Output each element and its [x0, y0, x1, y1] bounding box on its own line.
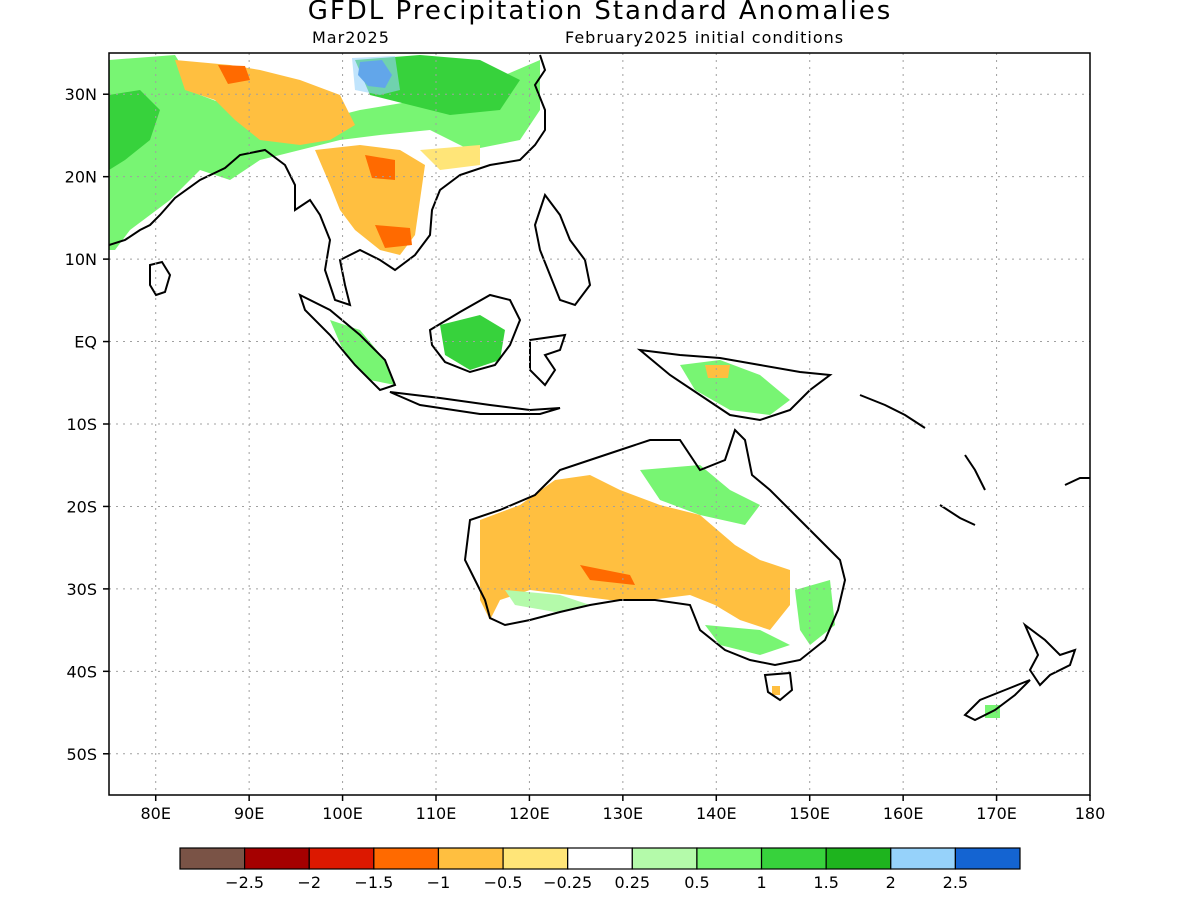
colorbar-swatch-7 — [631, 847, 698, 870]
lat-label--20: 20S — [66, 497, 97, 516]
colorbar-label-1: −2 — [297, 873, 321, 892]
colorbar-swatch-2 — [308, 847, 375, 870]
anomaly-australia-east-green — [795, 580, 835, 645]
coast-nz-north — [1022, 621, 1077, 687]
coast-newcaledonia — [939, 504, 976, 526]
anomaly-cambodia-orange — [375, 225, 412, 248]
colorbar-label-2: −1.5 — [354, 873, 393, 892]
colorbar-label-3: −1 — [427, 873, 451, 892]
lon-label-100: 100E — [322, 804, 363, 823]
lon-label-160: 160E — [883, 804, 924, 823]
lon-label-180: 180 — [1075, 804, 1106, 823]
anomaly-australia-orange — [580, 565, 635, 585]
coast-java — [389, 391, 561, 415]
coast-australia — [463, 428, 847, 667]
lat-label--50: 50S — [66, 745, 97, 764]
initial-conditions: February2025 initial conditions — [565, 28, 845, 47]
coast-sumatra — [298, 293, 397, 392]
anomaly-tasmania-dry — [772, 686, 780, 695]
colorbar-swatch-3 — [373, 847, 440, 870]
colorbar-label-7: 0.5 — [684, 873, 709, 892]
lon-label-120: 120E — [509, 804, 550, 823]
anomaly-australia-sw-green — [505, 590, 590, 612]
colorbar-label-11: 2.5 — [943, 873, 968, 892]
colorbar-swatch-5 — [502, 847, 569, 870]
colorbar: −2.5 −2 −1.5 −1 −0.5 −0.25 0.25 0.5 1 1.5 2 2.5 — [179, 847, 1021, 892]
coast-nz-south — [963, 679, 1031, 722]
anomaly-indochina-orange — [365, 155, 395, 180]
coast-asia — [109, 54, 547, 307]
colorbar-swatch-10 — [825, 847, 892, 870]
anomaly-himalaya-dry — [175, 60, 355, 145]
anomaly-himalaya-orange — [218, 65, 250, 84]
coast-tasmania — [763, 671, 794, 702]
lon-label-130: 130E — [603, 804, 644, 823]
colorbar-swatch-6 — [567, 847, 633, 870]
anomaly-blue-light — [352, 56, 400, 95]
lat-label-10: 10N — [65, 250, 97, 269]
coast-sulawesi — [529, 333, 567, 387]
lon-label-150: 150E — [789, 804, 830, 823]
coast-vanuatu — [964, 454, 986, 491]
colorbar-swatch-4 — [437, 847, 504, 870]
colorbar-swatch-11 — [890, 847, 956, 870]
coast-borneo — [428, 293, 522, 374]
lon-label-140: 140E — [696, 804, 737, 823]
coast-solomon — [859, 394, 926, 429]
anomaly-india-darkgreen — [109, 90, 160, 170]
coast-philippines — [533, 192, 592, 307]
colorbar-label-6: 0.25 — [614, 873, 650, 892]
colorbar-swatch-12 — [954, 847, 1021, 870]
anomaly-newguinea-dry — [705, 365, 730, 378]
lat-label-20: 20N — [65, 168, 97, 187]
colorbar-label-4: −0.5 — [484, 873, 523, 892]
coast-fiji — [1064, 477, 1090, 486]
colorbar-label-8: 1 — [756, 873, 766, 892]
map-title: GFDL Precipitation Standard Anomalies — [307, 0, 893, 26]
anomaly-australia-north-green — [640, 465, 760, 525]
forecast-month: Mar2025 — [312, 28, 390, 47]
colorbar-label-5: −0.25 — [543, 873, 592, 892]
anomaly-sumatra-green — [330, 320, 395, 385]
coastlines — [109, 54, 1090, 722]
lon-label-80: 80E — [140, 804, 170, 823]
lat-label--30: 30S — [66, 580, 97, 599]
anomaly-borneo-green — [440, 315, 505, 370]
colorbar-label-0: −2.5 — [225, 873, 264, 892]
lat-label--40: 40S — [66, 662, 97, 681]
lon-label-90: 90E — [234, 804, 264, 823]
coast-srilanka — [149, 260, 172, 297]
lat-label-30: 30N — [65, 85, 97, 104]
colorbar-swatch-0 — [179, 847, 246, 870]
lon-label-170: 170E — [976, 804, 1017, 823]
lon-label-110: 110E — [416, 804, 457, 823]
colorbar-label-10: 2 — [886, 873, 896, 892]
map-axes: 80E 90E 100E 110E 120E 130E 140E 150E 160E 170E 18… — [65, 85, 1106, 823]
colorbar-swatch-1 — [244, 847, 310, 870]
lat-label-0: EQ — [74, 333, 97, 352]
lat-label--10: 10S — [66, 415, 97, 434]
colorbar-swatch-8 — [696, 847, 763, 870]
anomaly-australia-se-green — [705, 625, 790, 655]
colorbar-label-9: 1.5 — [813, 873, 838, 892]
graticule — [109, 53, 1090, 795]
anomaly-australia-dry — [480, 475, 790, 630]
colorbar-swatch-9 — [760, 847, 827, 870]
anomaly-southchina-yellow — [420, 145, 480, 170]
